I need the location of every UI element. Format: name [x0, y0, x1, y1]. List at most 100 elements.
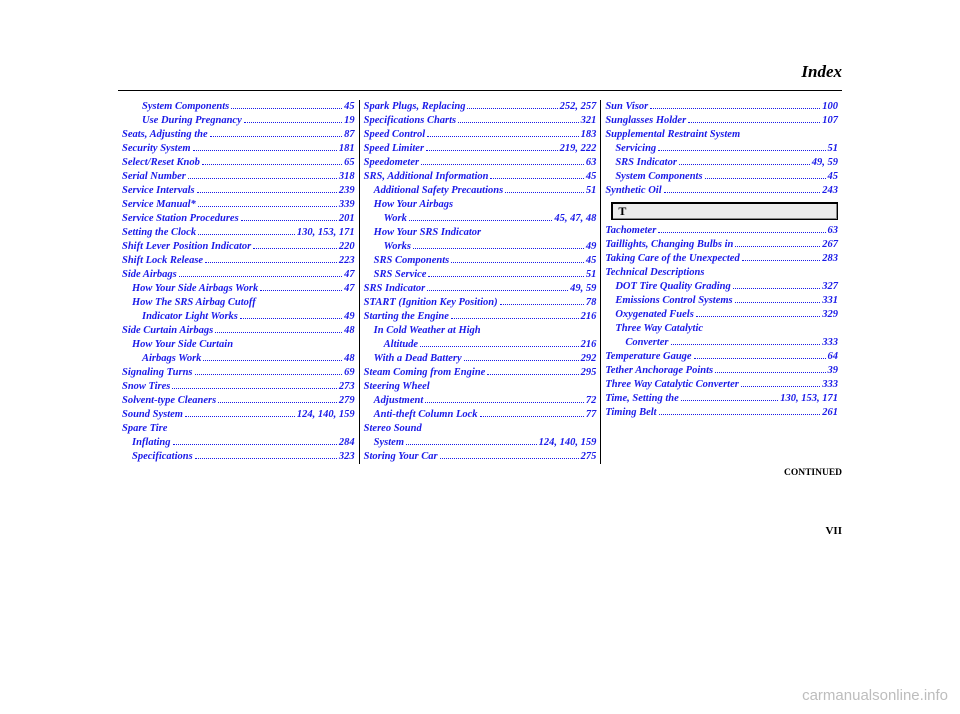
index-entry[interactable]: Specifications Charts321: [364, 114, 597, 128]
continued-label: CONTINUED: [784, 468, 842, 478]
index-entry[interactable]: System124, 140, 159: [364, 436, 597, 450]
index-entry-label: Service Manual*: [122, 198, 196, 212]
index-entry[interactable]: Seats, Adjusting the87: [122, 128, 355, 142]
index-entry-label: Sunglasses Holder: [605, 114, 686, 128]
index-entry[interactable]: Adjustment72: [364, 394, 597, 408]
index-entry[interactable]: Tachometer63: [605, 224, 838, 238]
index-entry-label: Starting the Engine: [364, 310, 449, 324]
index-entry[interactable]: SRS Service51: [364, 268, 597, 282]
index-entry[interactable]: Airbags Work48: [122, 352, 355, 366]
index-entry[interactable]: Speed Control183: [364, 128, 597, 142]
index-entry[interactable]: Tether Anchorage Points39: [605, 364, 838, 378]
index-entry[interactable]: SRS Indicator49, 59: [605, 156, 838, 170]
index-entry[interactable]: Specifications323: [122, 450, 355, 464]
index-entry[interactable]: Taking Care of the Unexpected283: [605, 252, 838, 266]
index-entry[interactable]: Service Manual*339: [122, 198, 355, 212]
index-entry[interactable]: Indicator Light Works 49: [122, 310, 355, 324]
column-1: System Components45Use During Pregnancy1…: [118, 100, 359, 464]
index-entry-label: SRS Indicator: [364, 282, 426, 296]
index-entry[interactable]: Service Intervals239: [122, 184, 355, 198]
index-entry[interactable]: Setting the Clock130, 153, 171: [122, 226, 355, 240]
index-entry[interactable]: Service Station Procedures201: [122, 212, 355, 226]
leader-dots: [480, 408, 584, 417]
index-entry[interactable]: Side Curtain Airbags48: [122, 324, 355, 338]
index-entry-label: Shift Lever Position Indicator: [122, 240, 251, 254]
index-entry-pages: 19: [344, 114, 355, 128]
index-entry[interactable]: Side Airbags47: [122, 268, 355, 282]
index-entry[interactable]: Emissions Control Systems331: [605, 294, 838, 308]
index-entry[interactable]: Taillights, Changing Bulbs in267: [605, 238, 838, 252]
index-entry-label: Storing Your Car: [364, 450, 438, 464]
index-entry-continuation: How Your SRS Indicator: [364, 226, 597, 240]
index-entry[interactable]: Altitude216: [364, 338, 597, 352]
index-entry-pages: 100: [822, 100, 838, 114]
index-entry-label: Indicator Light Works: [142, 310, 238, 324]
index-entry[interactable]: DOT Tire Quality Grading327: [605, 280, 838, 294]
index-entry[interactable]: Inflating284: [122, 436, 355, 450]
index-entry[interactable]: Serial Number318: [122, 170, 355, 184]
index-entry[interactable]: Three Way Catalytic Converter333: [605, 378, 838, 392]
index-entry[interactable]: SRS, Additional Information45: [364, 170, 597, 184]
leader-dots: [694, 350, 826, 359]
index-entry[interactable]: SRS Indicator49, 59: [364, 282, 597, 296]
index-entry[interactable]: Storing Your Car275: [364, 450, 597, 464]
index-entry-pages: 216: [581, 310, 597, 324]
index-entry-label: Emissions Control Systems: [615, 294, 732, 308]
index-entry-continuation: In Cold Weather at High: [364, 324, 597, 338]
index-entry[interactable]: Temperature Gauge64: [605, 350, 838, 364]
index-entry-pages: 65: [344, 156, 355, 170]
index-entry[interactable]: Synthetic Oil243: [605, 184, 838, 198]
index-entry-pages: 201: [339, 212, 355, 226]
leader-dots: [427, 128, 578, 137]
leader-dots: [202, 156, 342, 165]
index-entry[interactable]: Servicing51: [605, 142, 838, 156]
index-entry-pages: 220: [339, 240, 355, 254]
index-entry[interactable]: SRS Components45: [364, 254, 597, 268]
index-entry[interactable]: Signaling Turns69: [122, 366, 355, 380]
page-title: Index: [801, 62, 842, 82]
index-entry-continuation: Stereo Sound: [364, 422, 597, 436]
index-entry[interactable]: Oxygenated Fuels329: [605, 308, 838, 322]
index-columns: System Components45Use During Pregnancy1…: [118, 100, 842, 464]
index-entry[interactable]: Shift Lock Release223: [122, 254, 355, 268]
index-entry[interactable]: Solvent-type Cleaners279: [122, 394, 355, 408]
index-entry[interactable]: Starting the Engine 216: [364, 310, 597, 324]
index-entry[interactable]: Sun Visor 100: [605, 100, 838, 114]
index-entry[interactable]: Speedometer63: [364, 156, 597, 170]
index-entry[interactable]: Anti-theft Column Lock77: [364, 408, 597, 422]
leader-dots: [409, 212, 553, 221]
leader-dots: [741, 378, 820, 387]
index-entry-continuation: How Your Side Curtain: [122, 338, 355, 352]
leader-dots: [451, 310, 579, 319]
index-entry-pages: 273: [339, 380, 355, 394]
index-entry[interactable]: With a Dead Battery292: [364, 352, 597, 366]
index-entry-label: Sun Visor: [605, 100, 648, 114]
index-entry[interactable]: Works49: [364, 240, 597, 254]
index-entry[interactable]: Converter333: [605, 336, 838, 350]
index-entry[interactable]: Speed Limiter219, 222: [364, 142, 597, 156]
index-entry[interactable]: Select/Reset Knob65: [122, 156, 355, 170]
leader-dots: [658, 224, 825, 233]
index-entry-continuation: How Your Airbags: [364, 198, 597, 212]
index-entry[interactable]: How Your Side Airbags Work47: [122, 282, 355, 296]
index-entry[interactable]: Security System181: [122, 142, 355, 156]
index-entry-pages: 130, 153, 171: [297, 226, 355, 240]
index-entry[interactable]: Timing Belt261: [605, 406, 838, 420]
index-entry[interactable]: Steam Coming from Engine295: [364, 366, 597, 380]
index-entry[interactable]: Shift Lever Position Indicator 220: [122, 240, 355, 254]
index-entry[interactable]: System Components45: [605, 170, 838, 184]
index-entry[interactable]: Sound System124, 140, 159: [122, 408, 355, 422]
index-entry[interactable]: System Components45: [122, 100, 355, 114]
index-entry[interactable]: Use During Pregnancy19: [122, 114, 355, 128]
index-entry[interactable]: Snow Tires273: [122, 380, 355, 394]
index-entry[interactable]: START (Ignition Key Position)78: [364, 296, 597, 310]
index-entry[interactable]: Time, Setting the130, 153, 171: [605, 392, 838, 406]
index-entry-pages: 223: [339, 254, 355, 268]
index-entry[interactable]: Work45, 47, 48: [364, 212, 597, 226]
index-entry-continuation: Supplemental Restraint System: [605, 128, 838, 142]
index-entry[interactable]: Spark Plugs, Replacing252, 257: [364, 100, 597, 114]
index-entry[interactable]: Sunglasses Holder107: [605, 114, 838, 128]
index-entry-pages: 49: [344, 310, 355, 324]
index-entry[interactable]: Additional Safety Precautions51: [364, 184, 597, 198]
index-entry-label: Inflating: [132, 436, 171, 450]
